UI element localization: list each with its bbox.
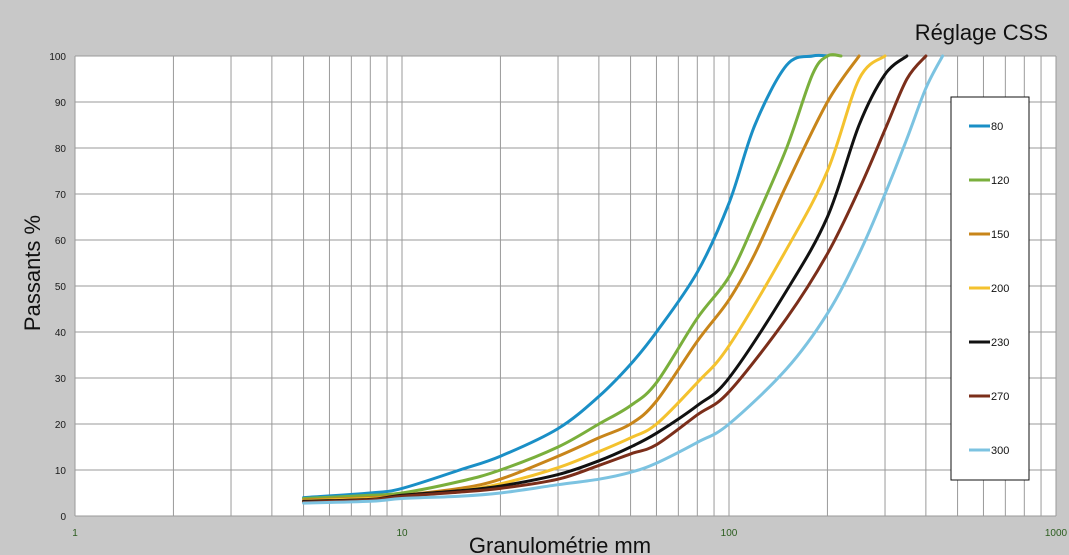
x-axis-label: Granulométrie mm <box>469 533 651 555</box>
x-tick-labels: 1 10 100 1000 <box>72 528 1067 539</box>
legend-label-80: 80 <box>991 121 1003 133</box>
chart-title: Réglage CSS <box>915 20 1048 45</box>
legend-label-150: 150 <box>991 229 1009 241</box>
y-tick-label: 10 <box>55 466 67 477</box>
y-tick-label: 50 <box>55 282 67 293</box>
legend-label-230: 230 <box>991 337 1009 349</box>
y-tick-label: 70 <box>55 190 67 201</box>
legend-label-120: 120 <box>991 175 1009 187</box>
y-axis-label: Passants % <box>20 215 45 331</box>
x-tick-label: 100 <box>721 528 738 539</box>
series-line-120 <box>302 53 843 500</box>
grid <box>74 55 1057 517</box>
legend-label-300: 300 <box>991 445 1009 457</box>
x-tick-label: 1000 <box>1045 528 1068 539</box>
y-tick-label: 90 <box>55 98 67 109</box>
legend-label-270: 270 <box>991 391 1009 403</box>
x-tick-label: 1 <box>72 528 78 539</box>
y-tick-label: 100 <box>49 52 66 63</box>
legend-label-200: 200 <box>991 283 1009 295</box>
x-tick-label: 10 <box>396 528 408 539</box>
y-tick-label: 0 <box>60 512 66 523</box>
series-lines <box>302 53 945 505</box>
legend: 80 120 150 200 230 270 300 <box>950 96 1030 481</box>
y-tick-label: 30 <box>55 374 67 385</box>
series-line-300 <box>302 54 945 505</box>
y-tick-label: 40 <box>55 328 67 339</box>
series-line-80 <box>302 53 829 500</box>
y-tick-label: 80 <box>55 144 67 155</box>
y-tick-labels: 0 10 20 30 40 50 60 70 80 90 100 <box>49 52 66 523</box>
series-line-270 <box>302 54 928 504</box>
y-tick-label: 20 <box>55 420 67 431</box>
y-tick-label: 60 <box>55 236 67 247</box>
